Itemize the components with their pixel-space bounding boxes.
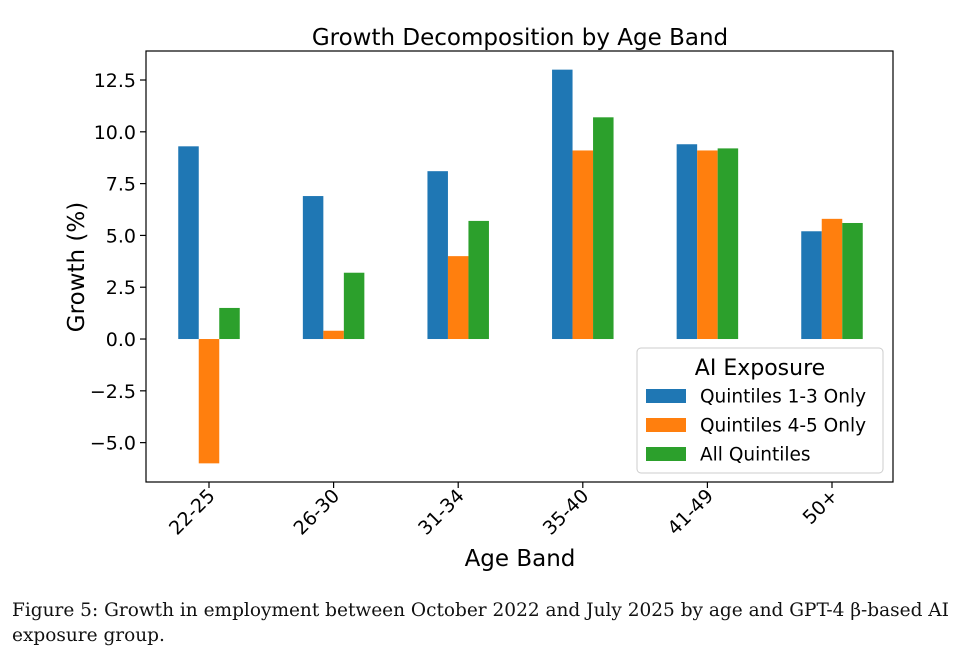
x-axis: 22-25 26-30 31-34 35-40 41-49 50+ [165,482,843,540]
y-tick-label: 5.0 [106,225,136,247]
bar-31-34-series-1 [427,171,448,340]
y-tick-label: 12.5 [94,70,136,92]
bar-chart: Growth Decomposition by Age Band −5.0 −2.… [64,25,894,572]
legend-frame [636,347,884,474]
y-tick-label: 0.0 [106,329,136,351]
bar-50+-series-1 [801,231,822,340]
y-tick-label: −2.5 [90,381,136,403]
legend-label-series-1: Quintiles 1-3 Only [700,387,866,408]
figure-caption: Figure 5: Growth in employment between O… [12,600,949,646]
bar-41-49-series-1 [676,144,698,340]
bars-group [178,69,863,464]
y-axis: −5.0 −2.5 0.0 2.5 5.0 7.5 10.0 12.5 [90,70,146,455]
legend-swatch-series-2 [646,418,686,432]
y-tick-label: 7.5 [106,174,136,196]
x-tick-label: 26-30 [290,485,345,540]
chart-title: Growth Decomposition by Age Band [312,25,728,51]
bar-26-30-series-3 [343,272,365,340]
bar-41-49-series-3 [717,148,739,340]
bar-35-40-series-2 [572,150,594,340]
bar-26-30-series-2 [323,330,344,340]
legend-swatch-series-1 [646,389,686,403]
bar-50+-series-3 [842,222,863,340]
y-tick-label: 2.5 [106,277,136,299]
bar-22-25-series-1 [178,146,199,340]
bar-22-25-series-3 [219,307,240,340]
x-axis-label: Age Band [465,546,576,572]
plot-frame [145,50,894,483]
x-tick-label: 22-25 [165,485,220,540]
x-tick-label: 31-34 [414,485,469,540]
legend-swatch-series-3 [646,447,686,461]
y-tick-label: −5.0 [90,433,136,455]
y-tick-label: 10.0 [94,122,136,144]
bar-26-30-series-1 [302,196,324,340]
x-tick-label: 41-49 [663,485,718,540]
x-tick-label: 50+ [799,485,843,529]
bar-35-40-series-1 [552,69,573,340]
y-axis-label: Growth (%) [64,202,90,332]
bar-22-25-series-2 [198,339,220,464]
bar-31-34-series-2 [447,256,469,340]
bar-35-40-series-3 [593,117,614,340]
legend-label-series-2: Quintiles 4-5 Only [700,416,866,437]
bar-31-34-series-3 [468,220,489,340]
x-tick-label: 35-40 [539,485,594,540]
legend-title: AI Exposure [695,356,825,381]
bar-41-49-series-2 [697,150,718,340]
bar-50+-series-2 [821,218,843,340]
legend: AI Exposure Quintiles 1-3 Only Quintiles … [636,347,884,474]
legend-label-series-3: All Quintiles [700,445,811,466]
